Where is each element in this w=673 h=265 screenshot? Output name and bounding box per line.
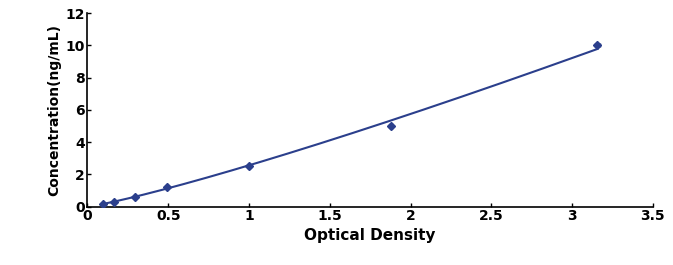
X-axis label: Optical Density: Optical Density — [304, 228, 436, 243]
Y-axis label: Concentration(ng/mL): Concentration(ng/mL) — [47, 24, 61, 196]
